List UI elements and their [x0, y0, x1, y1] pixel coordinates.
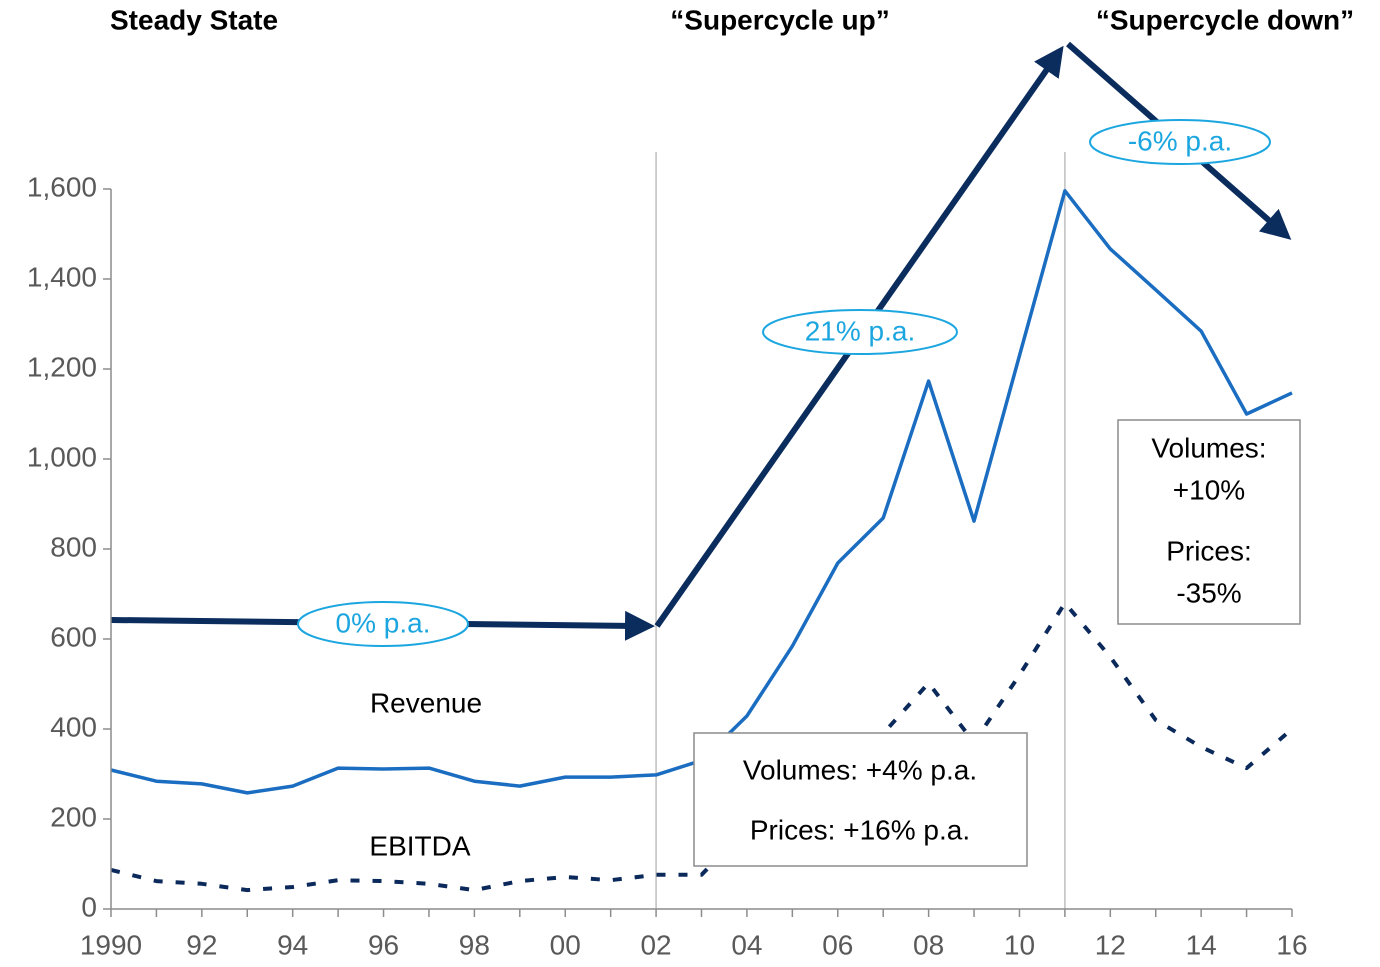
box-text: Prices:	[1166, 535, 1252, 566]
y-tick-label: 400	[50, 711, 97, 742]
phase-header: “Supercycle down”	[1096, 4, 1354, 35]
series-label: Revenue	[370, 687, 482, 718]
x-tick-label: 06	[822, 929, 853, 960]
box-text: Volumes:	[1151, 432, 1266, 463]
x-tick-label: 00	[550, 929, 581, 960]
y-tick-label: 1,600	[27, 171, 97, 202]
pill	[1089, 119, 1271, 165]
x-tick-label: 02	[640, 929, 671, 960]
x-tick-label: 94	[277, 929, 308, 960]
box-text: Prices: +16% p.a.	[750, 814, 970, 845]
y-tick-label: 1,200	[27, 351, 97, 382]
x-tick-label: 12	[1095, 929, 1126, 960]
x-tick-label: 1990	[80, 929, 142, 960]
box-text: -35%	[1176, 577, 1241, 608]
x-tick-label: 96	[368, 929, 399, 960]
y-tick-label: 0	[81, 891, 97, 922]
phase-header: Steady State	[110, 4, 278, 35]
y-tick-label: 200	[50, 801, 97, 832]
box	[1117, 419, 1301, 625]
series-line	[110, 189, 1293, 795]
y-tick-label: 1,000	[27, 441, 97, 472]
box	[693, 732, 1028, 867]
box-text: +10%	[1173, 474, 1245, 505]
x-tick-label: 98	[459, 929, 490, 960]
rate-pills: 0% p.a. 21% p.a. -6% p.a.	[297, 119, 1271, 647]
x-tick-label: 10	[1004, 929, 1035, 960]
x-tick-label: 14	[1186, 929, 1217, 960]
pill	[762, 309, 958, 355]
series-label: EBITDA	[369, 830, 470, 861]
rate-label: 0% p.a.	[336, 607, 431, 638]
x-tick-label: 08	[913, 929, 944, 960]
rate-label: -6% p.a.	[1128, 125, 1232, 156]
x-tick-label: 92	[186, 929, 217, 960]
y-tick-label: 800	[50, 531, 97, 562]
y-tick-label: 600	[50, 621, 97, 652]
series-line	[110, 601, 1294, 893]
box-text: Volumes: +4% p.a.	[743, 754, 977, 785]
rate-label: 21% p.a.	[805, 315, 916, 346]
pill	[297, 601, 469, 647]
phase-header: “Supercycle up”	[670, 4, 889, 35]
boxes: Volumes: +4% p.a. Prices: +16% p.a. Volu…	[693, 419, 1301, 867]
y-tick-label: 1,400	[27, 261, 97, 292]
x-tick-label: 16	[1276, 929, 1307, 960]
x-tick-label: 04	[731, 929, 762, 960]
